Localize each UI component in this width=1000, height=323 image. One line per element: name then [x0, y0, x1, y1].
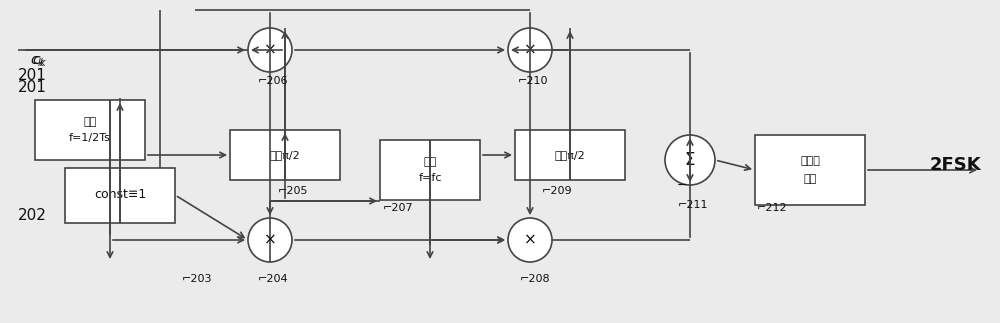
Circle shape	[508, 28, 552, 72]
Text: ⌐204: ⌐204	[258, 274, 289, 284]
Circle shape	[665, 135, 715, 185]
Text: 2FSK: 2FSK	[930, 156, 982, 174]
Text: 201: 201	[18, 80, 47, 96]
Text: ×: ×	[264, 233, 276, 247]
Bar	[755, 135, 865, 205]
Text: ⌐211: ⌐211	[678, 200, 708, 210]
Text: ×: ×	[524, 233, 536, 247]
Text: 201: 201	[18, 68, 47, 82]
Text: 带通滤: 带通滤	[800, 156, 820, 166]
Text: ×: ×	[264, 43, 276, 57]
Bar	[380, 140, 480, 200]
Text: ×: ×	[524, 43, 536, 57]
Text: ⌐209: ⌐209	[542, 186, 573, 196]
Text: $c_k$: $c_k$	[32, 55, 48, 69]
Text: 202: 202	[18, 207, 47, 223]
Text: ⌐206: ⌐206	[258, 76, 288, 86]
Text: 相移π/2: 相移π/2	[555, 150, 585, 160]
Text: ⌐207: ⌐207	[383, 203, 414, 213]
Text: Σ: Σ	[685, 151, 695, 169]
Text: const≡1: const≡1	[94, 189, 146, 202]
Text: 振荡: 振荡	[423, 157, 437, 167]
Bar	[515, 130, 625, 180]
Bar	[35, 100, 145, 160]
Circle shape	[248, 218, 292, 262]
Text: 振荡: 振荡	[83, 117, 97, 127]
Bar	[65, 168, 175, 223]
Text: 波器: 波器	[803, 174, 817, 184]
Text: f=fc: f=fc	[418, 173, 442, 183]
Text: −: −	[677, 179, 687, 192]
Circle shape	[248, 28, 292, 72]
Bar	[230, 130, 340, 180]
Circle shape	[508, 218, 552, 262]
Text: ⌐205: ⌐205	[278, 186, 308, 196]
Text: ⌐208: ⌐208	[520, 274, 551, 284]
Text: 相移π/2: 相移π/2	[270, 150, 300, 160]
Text: ⌐212: ⌐212	[757, 203, 788, 213]
Text: ⌐210: ⌐210	[518, 76, 548, 86]
Text: f=1/2Ts: f=1/2Ts	[69, 133, 111, 143]
Text: $c_k$: $c_k$	[30, 55, 46, 69]
Text: ⌐203: ⌐203	[182, 274, 212, 284]
